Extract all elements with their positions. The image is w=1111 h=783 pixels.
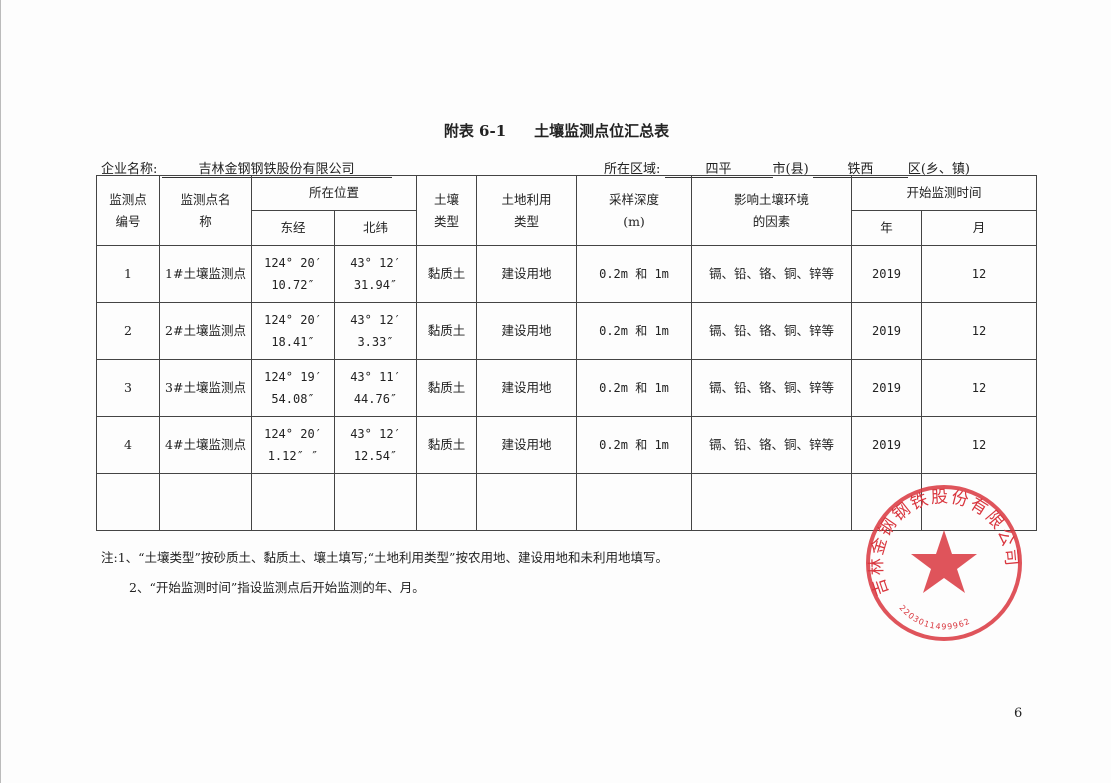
cell-lat: 43° 12′ 31.94″	[334, 245, 417, 303]
star-icon	[911, 530, 977, 593]
cell-name: 3#土壤监测点	[159, 359, 252, 417]
cell-month: 12	[921, 245, 1037, 303]
cell-depth: 0.2m 和 1m	[576, 416, 692, 474]
header-depth: 采样深度(m)	[576, 175, 692, 246]
table-number: 附表 6-1	[443, 122, 507, 140]
cell-factors: 镉、铅、铬、铜、锌等	[691, 359, 852, 417]
cell-lon-line: 124° 19′	[264, 370, 322, 384]
table-row: 2 2#土壤监测点 124° 20′ 18.41″ 43° 12′ 3.33″ 黏质土 建设用…	[96, 302, 1037, 360]
cell-year: 2019	[851, 359, 922, 417]
header-lon: 东经	[251, 210, 335, 246]
cell-lat: 43° 12′ 12.54″	[334, 416, 417, 474]
cell-factors: 镉、铅、铬、铜、锌等	[691, 302, 852, 360]
monitoring-points-table: 监测点编号 监测点名称 所在位置 土壤类型 土地利用类型 采样深度(m) 影响土…	[96, 175, 1037, 531]
cell-depth: 0.2m 和 1m	[576, 359, 692, 417]
cell-lat-line: 3.33″	[357, 335, 394, 349]
cell-year: 2019	[851, 245, 922, 303]
header-location: 所在位置	[251, 175, 417, 211]
cell-month: 12	[921, 416, 1037, 474]
company-seal: 吉林金钢钢铁股份有限公司 2203011499962	[866, 485, 1022, 641]
city-suffix: 市(县)	[772, 162, 809, 177]
cell-depth: 0.2m 和 1m	[576, 245, 692, 303]
cell-soil: 黏质土	[416, 302, 477, 360]
cell-lon-line: 124° 20′	[264, 256, 322, 270]
cell-lon: 124° 20′ 1.12″ ″	[251, 416, 335, 474]
company-label: 企业名称:	[101, 162, 158, 177]
cell-name: 1#土壤监测点	[159, 245, 252, 303]
cell-year: 2019	[851, 302, 922, 360]
cell-lat-line: 31.94″	[353, 278, 398, 292]
cell-land: 建设用地	[476, 359, 577, 417]
cell-lon-line: 54.08″	[271, 392, 315, 406]
table-row: 1 1#土壤监测点 124° 20′ 10.72″ 43° 12′ 31.94″ 黏质土 建设…	[96, 245, 1037, 303]
table-row-empty	[96, 473, 1037, 531]
header-lat: 北纬	[334, 210, 417, 246]
cell-lat-line: 12.54″	[353, 449, 398, 463]
cell-lat-line: 43° 12′	[350, 256, 401, 270]
cell-lon-line: 124° 20′	[264, 427, 322, 441]
cell-id: 3	[96, 359, 160, 417]
cell-lat-line: 43° 12′	[350, 313, 401, 327]
cell-id: 2	[96, 302, 160, 360]
cell-soil: 黏质土	[416, 245, 477, 303]
table-row: 3 3#土壤监测点 124° 19′ 54.08″ 43° 11′ 44.76″ 黏质土 建设…	[96, 359, 1037, 417]
cell-lat: 43° 11′ 44.76″	[334, 359, 417, 417]
cell-name: 4#土壤监测点	[159, 416, 252, 474]
cell-id: 1	[96, 245, 160, 303]
cell-factors: 镉、铅、铬、铜、锌等	[691, 416, 852, 474]
cell-year: 2019	[851, 416, 922, 474]
page-number: 6	[1014, 706, 1023, 721]
district-suffix: 区(乡、镇)	[907, 162, 970, 177]
cell-lon-line: 18.41″	[271, 335, 315, 349]
cell-lon-line: 1.12″ ″	[267, 449, 319, 463]
note-2: 2、“开始监测时间”指设监测点后开始监测的年、月。	[129, 580, 425, 595]
table-title: 附表 6-1 土壤监测点位汇总表	[1, 120, 1111, 141]
cell-lon: 124° 20′ 18.41″	[251, 302, 335, 360]
cell-lon: 124° 19′ 54.08″	[251, 359, 335, 417]
header-month: 月	[921, 210, 1037, 246]
header-factors: 影响土壤环境的因素	[691, 175, 852, 246]
cell-id: 4	[96, 416, 160, 474]
header-name: 监测点名称	[159, 175, 252, 246]
cell-factors: 镉、铅、铬、铜、锌等	[691, 245, 852, 303]
cell-lon: 124° 20′ 10.72″	[251, 245, 335, 303]
cell-lat-line: 43° 12′	[350, 427, 401, 441]
seal-code: 2203011499962	[897, 603, 971, 631]
header-id: 监测点编号	[96, 175, 160, 246]
header-year: 年	[851, 210, 922, 246]
table-row: 4 4#土壤监测点 124° 20′ 1.12″ ″ 43° 12′ 12.54″ 黏质土建…	[96, 416, 1037, 474]
cell-lon-line: 124° 20′	[264, 313, 322, 327]
cell-soil: 黏质土	[416, 359, 477, 417]
header-start: 开始监测时间	[851, 175, 1037, 211]
cell-depth: 0.2m 和 1m	[576, 302, 692, 360]
cell-name: 2#土壤监测点	[159, 302, 252, 360]
cell-soil: 黏质土	[416, 416, 477, 474]
note-1: 注:1、“土壤类型”按砂质土、黏质土、壤土填写;“土地利用类型”按农用地、建设用…	[101, 550, 668, 565]
cell-land: 建设用地	[476, 302, 577, 360]
table-name: 土壤监测点位汇总表	[534, 122, 670, 140]
cell-month: 12	[921, 302, 1037, 360]
cell-lat-line: 43° 11′	[350, 370, 401, 384]
cell-lat: 43° 12′ 3.33″	[334, 302, 417, 360]
cell-land: 建设用地	[476, 245, 577, 303]
header-soil: 土壤类型	[416, 175, 477, 246]
cell-lat-line: 44.76″	[353, 392, 398, 406]
region-label: 所在区域:	[604, 162, 661, 177]
cell-land: 建设用地	[476, 416, 577, 474]
header-land: 土地利用类型	[476, 175, 577, 246]
cell-month: 12	[921, 359, 1037, 417]
cell-lon-line: 10.72″	[271, 278, 315, 292]
